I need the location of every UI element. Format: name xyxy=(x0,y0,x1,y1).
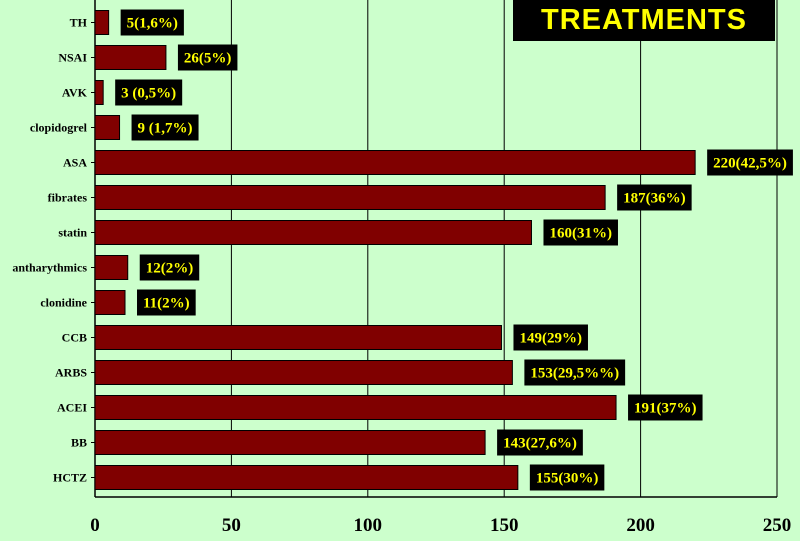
x-tick-label-3: 150 xyxy=(490,515,519,536)
svg-text:12(2%): 12(2%) xyxy=(146,261,194,277)
x-tick-label-4: 200 xyxy=(626,515,655,536)
data-label-bb: 143(27,6%) xyxy=(497,429,583,456)
category-label-th: TH xyxy=(70,16,88,30)
data-label-box xyxy=(543,219,618,246)
category-label-asa: ASA xyxy=(63,156,87,170)
bar-avk xyxy=(94,80,104,105)
bar-fibrates xyxy=(94,185,606,210)
data-label-clonidine: 11(2%) xyxy=(137,289,196,316)
bar-nsai xyxy=(94,45,167,70)
data-label-box xyxy=(137,289,196,316)
svg-text:11(2%): 11(2%) xyxy=(143,296,190,312)
bar-hctz xyxy=(94,465,519,490)
x-tick-label-2: 100 xyxy=(354,515,383,536)
category-label-hctz: HCTZ xyxy=(53,471,87,485)
data-label-statin: 160(31%) xyxy=(543,219,618,246)
x-tick-label-1: 50 xyxy=(222,515,241,536)
svg-text:191(37%): 191(37%) xyxy=(634,401,697,417)
bar-th xyxy=(94,10,110,35)
category-label-arbs: ARBS xyxy=(55,366,87,380)
data-label-antharythmics: 12(2%) xyxy=(139,254,200,281)
svg-text:220(42,5%): 220(42,5%) xyxy=(713,156,787,172)
data-label-box xyxy=(120,9,184,36)
data-label-box xyxy=(177,44,238,71)
category-label-fibrates: fibrates xyxy=(48,191,88,205)
data-label-box xyxy=(628,394,703,421)
data-label-avk: 3 (0,5%) xyxy=(115,79,183,106)
data-label-hctz: 155(30%) xyxy=(529,464,605,491)
category-label-statin: statin xyxy=(58,226,87,240)
svg-text:3 (0,5%): 3 (0,5%) xyxy=(121,86,176,102)
svg-text:9 (1,7%): 9 (1,7%) xyxy=(138,121,193,137)
chart-title: TREATMENTS xyxy=(540,4,747,36)
bar-arbs xyxy=(94,360,513,385)
x-tick-label-0: 0 xyxy=(90,515,100,536)
svg-text:143(27,6%): 143(27,6%) xyxy=(503,436,577,452)
bar-asa xyxy=(94,150,696,175)
data-label-box xyxy=(115,79,183,106)
data-label-asa: 220(42,5%) xyxy=(707,149,793,176)
svg-text:153(29,5%%): 153(29,5%%) xyxy=(530,366,619,382)
bar-antharythmics xyxy=(94,255,129,280)
bar-clopidogrel xyxy=(94,115,121,140)
chart-title-box: TREATMENTS xyxy=(513,0,775,41)
svg-text:155(30%): 155(30%) xyxy=(536,471,599,487)
data-label-ccb: 149(29%) xyxy=(513,324,588,351)
data-label-nsai: 26(5%) xyxy=(177,44,238,71)
category-label-antharythmics: antharythmics xyxy=(12,261,87,275)
svg-text:149(29%): 149(29%) xyxy=(519,331,582,347)
category-label-bb: BB xyxy=(71,436,87,450)
bar-ccb xyxy=(94,325,502,350)
svg-text:160(31%): 160(31%) xyxy=(549,226,612,242)
category-label-avk: AVK xyxy=(62,86,88,100)
category-label-clonidine: clonidine xyxy=(40,296,87,310)
data-label-arbs: 153(29,5%%) xyxy=(524,359,626,386)
svg-text:187(36%): 187(36%) xyxy=(623,191,686,207)
x-tick-label-5: 250 xyxy=(763,515,792,536)
data-label-box xyxy=(529,464,605,491)
data-label-box xyxy=(497,429,583,456)
data-label-box xyxy=(524,359,626,386)
data-label-box xyxy=(707,149,793,176)
data-label-box xyxy=(139,254,200,281)
data-label-acei: 191(37%) xyxy=(628,394,703,421)
data-label-th: 5(1,6%) xyxy=(120,9,184,36)
bar-clonidine xyxy=(94,290,126,315)
svg-text:5(1,6%): 5(1,6%) xyxy=(127,16,178,32)
data-label-box xyxy=(131,114,199,141)
data-label-clopidogrel: 9 (1,7%) xyxy=(131,114,199,141)
category-label-nsai: NSAI xyxy=(58,51,87,65)
category-label-ccb: CCB xyxy=(62,331,87,345)
data-label-fibrates: 187(36%) xyxy=(617,184,692,211)
bar-bb xyxy=(94,430,486,455)
bar-statin xyxy=(94,220,532,245)
category-label-clopidogrel: clopidogrel xyxy=(30,121,88,135)
category-label-acei: ACEI xyxy=(57,401,87,415)
data-label-box xyxy=(513,324,588,351)
data-label-box xyxy=(617,184,692,211)
bar-acei xyxy=(94,395,617,420)
svg-text:26(5%): 26(5%) xyxy=(184,51,232,67)
